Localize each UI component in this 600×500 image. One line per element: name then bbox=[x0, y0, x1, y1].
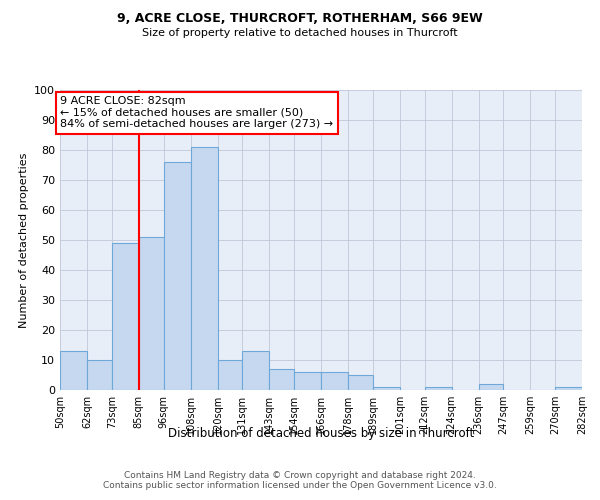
Bar bbox=[87, 360, 112, 390]
Bar bbox=[269, 369, 294, 390]
Bar bbox=[139, 237, 163, 390]
Bar bbox=[191, 147, 218, 390]
Y-axis label: Number of detached properties: Number of detached properties bbox=[19, 152, 29, 328]
Bar bbox=[242, 351, 269, 390]
Text: Distribution of detached houses by size in Thurcroft: Distribution of detached houses by size … bbox=[168, 428, 474, 440]
Bar bbox=[479, 384, 503, 390]
Bar bbox=[112, 243, 139, 390]
Bar bbox=[425, 387, 452, 390]
Bar bbox=[218, 360, 242, 390]
Bar bbox=[373, 387, 400, 390]
Bar bbox=[60, 351, 87, 390]
Bar bbox=[555, 387, 582, 390]
Bar bbox=[294, 372, 321, 390]
Text: Size of property relative to detached houses in Thurcroft: Size of property relative to detached ho… bbox=[142, 28, 458, 38]
Text: Contains HM Land Registry data © Crown copyright and database right 2024.
Contai: Contains HM Land Registry data © Crown c… bbox=[103, 470, 497, 490]
Bar bbox=[163, 162, 191, 390]
Text: 9, ACRE CLOSE, THURCROFT, ROTHERHAM, S66 9EW: 9, ACRE CLOSE, THURCROFT, ROTHERHAM, S66… bbox=[117, 12, 483, 26]
Bar bbox=[348, 375, 373, 390]
Bar bbox=[321, 372, 348, 390]
Text: 9 ACRE CLOSE: 82sqm
← 15% of detached houses are smaller (50)
84% of semi-detach: 9 ACRE CLOSE: 82sqm ← 15% of detached ho… bbox=[60, 96, 333, 129]
